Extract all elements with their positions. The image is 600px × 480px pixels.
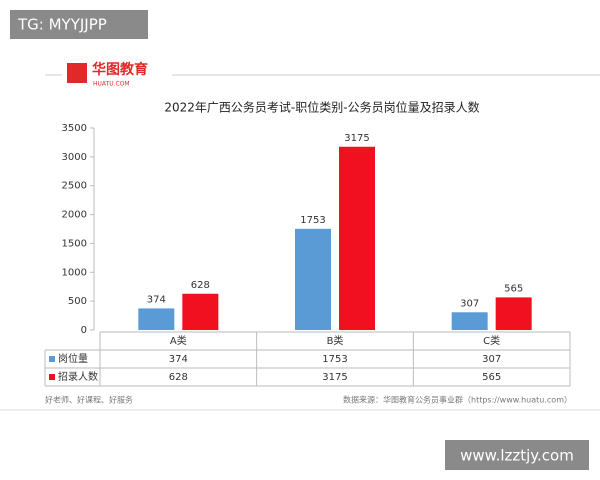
- x-tick-label: A类: [170, 334, 187, 347]
- overlay-box: [10, 10, 148, 39]
- x-tick-label: B类: [327, 334, 344, 347]
- y-tick-label: 1500: [62, 238, 87, 249]
- data-label: 3175: [344, 133, 369, 144]
- table-value: 3175: [322, 372, 347, 383]
- data-label: 1753: [300, 215, 325, 226]
- bar: [495, 297, 532, 330]
- bar: [451, 312, 488, 330]
- data-label: 628: [191, 280, 210, 291]
- bar: [182, 293, 219, 330]
- chart-title: 2022年广西公务员考试-职位类别-公务员岗位量及招录人数: [164, 100, 479, 115]
- bar: [295, 228, 331, 330]
- y-tick-label: 0: [81, 325, 87, 336]
- bar: [339, 146, 375, 330]
- legend-swatch: [49, 374, 55, 380]
- table-value: 628: [169, 372, 188, 383]
- logo-site: HUATU.COM: [93, 81, 130, 88]
- data-label: 565: [504, 283, 523, 294]
- y-tick-label: 3000: [62, 152, 87, 163]
- site-mark: www.lzztjy.com: [460, 447, 574, 465]
- data-label: 374: [147, 294, 166, 305]
- bar: [138, 308, 175, 330]
- table-value: 1753: [322, 354, 347, 365]
- footer-source: 数据来源：华图教育公务员事业群（https://www.huatu.com）: [343, 395, 572, 405]
- overlay-text: TG: MYYJJPP: [17, 16, 107, 34]
- legend-swatch: [49, 356, 55, 362]
- data-label: 307: [460, 298, 479, 309]
- table-value: 307: [482, 354, 501, 365]
- y-tick-label: 3500: [62, 123, 87, 134]
- legend-label: 招录人数: [58, 370, 98, 383]
- y-tick-label: 1000: [62, 267, 87, 278]
- legend-label: 岗位量: [58, 352, 88, 365]
- site-box: [445, 440, 589, 470]
- footer-slogan: 好老师、好课程、好服务: [45, 395, 133, 405]
- x-tick-label: C类: [483, 334, 500, 347]
- y-tick-label: 500: [68, 296, 87, 307]
- logo-icon: [67, 63, 87, 83]
- y-tick-label: 2000: [62, 210, 87, 221]
- y-tick-label: 2500: [62, 181, 87, 192]
- table-value: 374: [169, 354, 188, 365]
- table-value: 565: [482, 372, 501, 383]
- logo-name: 华图教育: [92, 61, 148, 78]
